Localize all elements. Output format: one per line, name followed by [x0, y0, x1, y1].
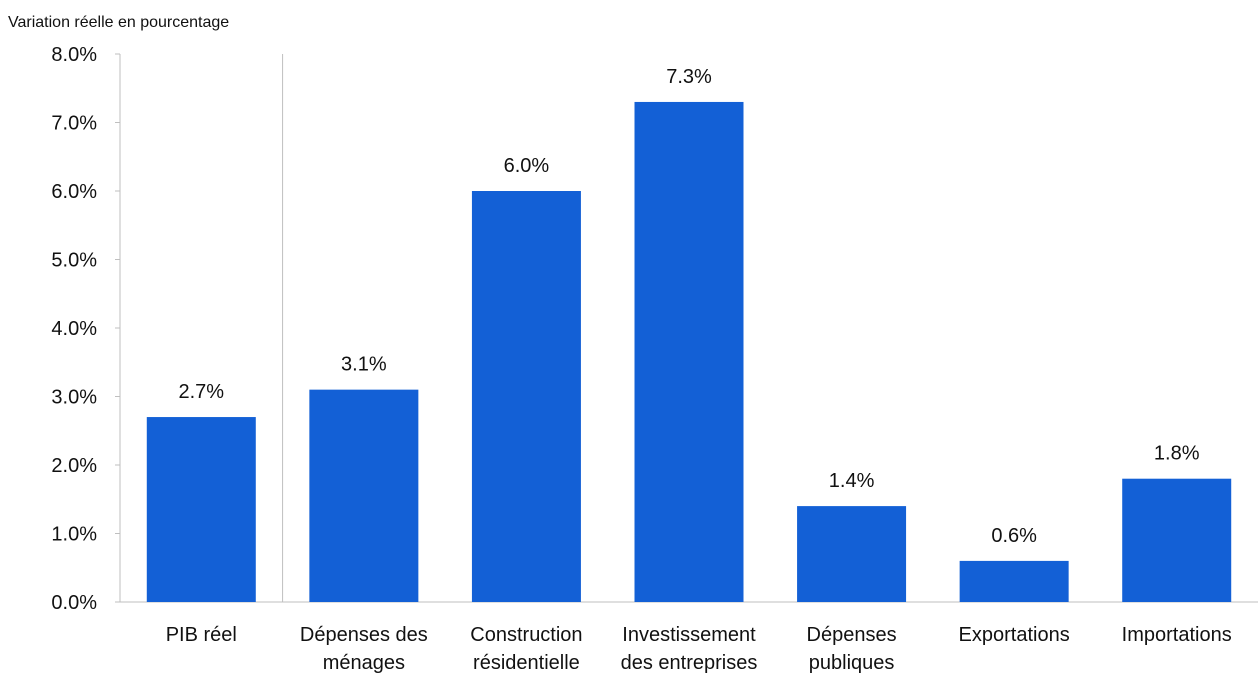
x-category-label-line: Construction — [470, 624, 582, 646]
bar — [146, 417, 256, 602]
data-label: 6.0% — [504, 155, 550, 177]
x-category-label-line: Dépenses — [807, 624, 897, 646]
bar — [797, 506, 907, 602]
x-category-label: Importations — [1122, 624, 1232, 646]
axes: 0.0% 1.0% 2.0% 3.0% 4.0% 5.0% 6.0% 7.0% 8.0% — [51, 44, 1258, 614]
x-category-label: Exportations — [959, 624, 1070, 646]
y-tick-label: 7.0% — [51, 113, 97, 135]
data-label: 1.8% — [1154, 443, 1200, 465]
x-category-label-line: Dépenses des — [300, 624, 428, 646]
bar — [471, 191, 581, 602]
bar — [634, 101, 744, 602]
y-tick-label: 6.0% — [51, 181, 97, 203]
y-tick-label: 8.0% — [51, 44, 97, 66]
x-category-label-line: des entreprises — [621, 652, 758, 674]
y-tick-label: 2.0% — [51, 455, 97, 477]
x-category-label-line: Importations — [1122, 624, 1232, 646]
y-axis-label: Variation réelle en pourcentage — [8, 14, 229, 31]
data-label: 7.3% — [666, 66, 712, 88]
y-tick-label: 3.0% — [51, 387, 97, 409]
x-category-label-line: Investissement — [622, 624, 756, 646]
x-category-label-line: publiques — [809, 652, 895, 674]
y-tick-label: 1.0% — [51, 524, 97, 546]
x-category-label: Investissement des entreprises — [621, 624, 758, 674]
y-tick-label: 4.0% — [51, 318, 97, 340]
data-label: 1.4% — [829, 470, 875, 492]
y-tick-label: 5.0% — [51, 250, 97, 272]
x-category-label-line: résidentielle — [473, 652, 580, 674]
x-category-label: Construction résidentielle — [470, 624, 582, 674]
x-category-label: Dépenses des ménages — [300, 624, 428, 674]
y-tick-label: 0.0% — [51, 592, 97, 614]
bar — [1122, 478, 1232, 602]
x-category-label-line: Exportations — [959, 624, 1070, 646]
data-label: 2.7% — [178, 381, 224, 403]
x-category-label: PIB réel — [166, 624, 237, 646]
x-category-label-line: PIB réel — [166, 624, 237, 646]
bar — [309, 389, 419, 602]
data-label: 0.6% — [991, 525, 1037, 547]
labels: 2.7% PIB réel 3.1% Dépenses des ménages 6.0% C… — [166, 66, 1232, 674]
x-category-label-line: ménages — [323, 652, 405, 674]
x-category-label: Dépenses publiques — [807, 624, 897, 674]
bars — [146, 101, 1232, 602]
data-label: 3.1% — [341, 354, 387, 376]
bar — [959, 560, 1069, 602]
